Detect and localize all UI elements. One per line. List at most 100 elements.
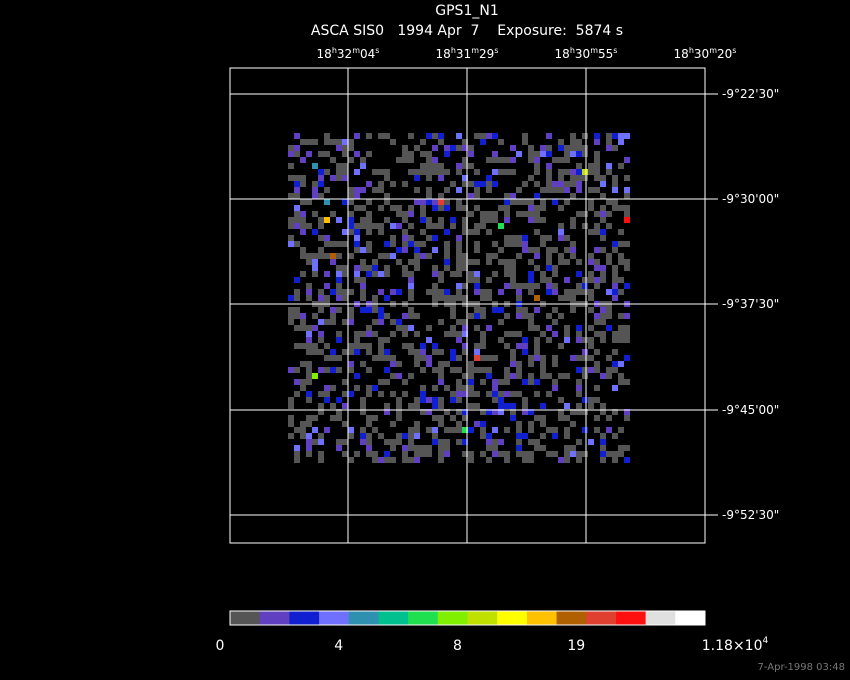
pixel <box>570 295 576 301</box>
pixel <box>438 163 444 169</box>
pixel <box>336 139 342 145</box>
pixel <box>450 367 456 373</box>
pixel <box>558 295 564 301</box>
colorbar-swatch <box>289 611 320 625</box>
pixel <box>432 295 438 301</box>
pixel <box>546 187 552 193</box>
pixel <box>390 253 396 259</box>
pixel <box>618 253 624 259</box>
pixel <box>456 337 462 343</box>
pixel <box>564 433 570 439</box>
pixel <box>576 289 582 295</box>
pixel <box>564 331 570 337</box>
pixel <box>606 313 612 319</box>
ra-label-part: m <box>471 46 479 55</box>
ra-label: 18h30m55s <box>555 46 618 61</box>
pixel <box>384 217 390 223</box>
pixel <box>354 331 360 337</box>
pixel <box>576 409 582 415</box>
pixel <box>360 403 366 409</box>
pixel <box>450 415 456 421</box>
pixel <box>474 391 480 397</box>
pixel <box>432 247 438 253</box>
pixel <box>618 445 624 451</box>
pixel <box>462 265 468 271</box>
pixel <box>426 169 432 175</box>
pixel <box>312 259 318 265</box>
pixel <box>312 373 318 379</box>
pixel <box>288 235 294 241</box>
colorbar-label-part: 19 <box>567 638 585 654</box>
pixel <box>510 403 516 409</box>
pixel <box>306 349 312 355</box>
pixel <box>366 391 372 397</box>
pixel <box>564 259 570 265</box>
ra-label-part: 20 <box>717 47 732 61</box>
pixel <box>468 211 474 217</box>
pixel <box>612 247 618 253</box>
pixel <box>390 289 396 295</box>
pixel <box>546 235 552 241</box>
pixel <box>432 367 438 373</box>
pixel <box>414 397 420 403</box>
pixel <box>474 259 480 265</box>
ra-label-part: 32 <box>337 47 352 61</box>
pixel <box>444 247 450 253</box>
pixel <box>522 349 528 355</box>
pixel <box>426 199 432 205</box>
pixel <box>516 451 522 457</box>
pixel <box>462 205 468 211</box>
pixel <box>420 169 426 175</box>
pixel <box>432 427 438 433</box>
pixel <box>528 421 534 427</box>
pixel <box>528 379 534 385</box>
pixel <box>534 217 540 223</box>
pixel <box>480 427 486 433</box>
pixel <box>366 247 372 253</box>
pixel <box>330 139 336 145</box>
pixel <box>336 295 342 301</box>
pixel <box>456 271 462 277</box>
pixel <box>510 277 516 283</box>
pixel <box>612 451 618 457</box>
pixel <box>600 331 606 337</box>
pixel <box>390 439 396 445</box>
pixel <box>294 181 300 187</box>
pixel <box>540 367 546 373</box>
pixel <box>402 271 408 277</box>
pixel <box>618 337 624 343</box>
pixel <box>552 247 558 253</box>
pixel <box>342 439 348 445</box>
pixel <box>474 229 480 235</box>
pixel <box>318 247 324 253</box>
pixel <box>498 379 504 385</box>
pixel <box>498 451 504 457</box>
pixel <box>486 409 492 415</box>
pixel <box>426 289 432 295</box>
pixel <box>576 385 582 391</box>
ra-label-part: 30 <box>575 47 590 61</box>
pixel <box>522 283 528 289</box>
pixel <box>456 427 462 433</box>
pixel <box>480 379 486 385</box>
pixel <box>552 451 558 457</box>
pixel <box>318 457 324 463</box>
pixel <box>540 241 546 247</box>
pixel <box>408 133 414 139</box>
pixel <box>432 289 438 295</box>
pixel <box>348 199 354 205</box>
pixel <box>486 457 492 463</box>
pixel <box>504 169 510 175</box>
pixel <box>564 277 570 283</box>
pixel <box>624 175 630 181</box>
pixel <box>576 331 582 337</box>
pixel <box>588 343 594 349</box>
pixel <box>396 415 402 421</box>
pixel <box>474 283 480 289</box>
pixel <box>354 337 360 343</box>
pixel <box>288 367 294 373</box>
pixel <box>288 313 294 319</box>
pixel <box>486 433 492 439</box>
pixel <box>528 457 534 463</box>
pixel <box>546 265 552 271</box>
